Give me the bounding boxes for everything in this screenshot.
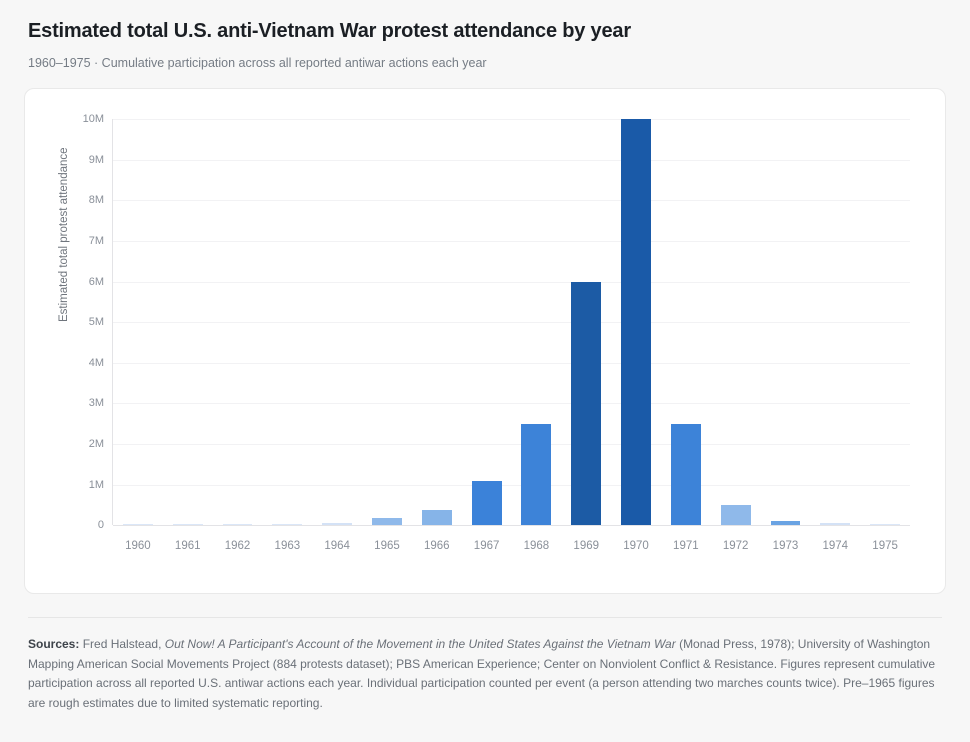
x-axis-tick-label: 1964 [324,540,350,553]
bar-1974[interactable] [820,523,851,526]
gridline [113,322,910,324]
gridline [113,362,910,364]
x-axis-tick-label: 1961 [174,540,201,553]
bar-slot[interactable]: 1971 [661,119,711,552]
gridline [113,241,910,243]
gridline [113,281,910,283]
y-axis-tick-label: 6M [88,275,104,288]
bar-slot[interactable]: 1968 [512,119,562,552]
x-axis-tick-label: 1973 [772,540,799,553]
footnote-book-title: Out Now! A Participant's Account of the … [164,637,676,652]
bar-slot[interactable]: 1962 [213,119,263,552]
footnote-part1: Fred Halstead, [79,637,165,652]
bar-slot[interactable]: 1974 [810,119,860,552]
bar-1963[interactable] [272,524,303,526]
footnote-part2: (Monad Press, 1978); University of Washi… [28,637,936,710]
x-axis-tick-label: 1970 [623,540,649,553]
plot-area: 10M 9M 8M 7M 6M 5M 4M 3M 2M 1M 0 1960 1961 1962 1963 1… [83,113,910,552]
y-axis-tick-label: 2M [88,438,104,451]
footnote-label: Sources: [28,637,80,652]
footnote: Sources: Fred Halstead, Out Now! A Parti… [28,635,942,713]
bar-1969[interactable] [571,281,602,526]
y-axis-tick-label: 0 [97,519,104,532]
page-title: Estimated total U.S. anti-Vietnam War pr… [28,20,631,42]
y-axis-tick-label: 5M [88,316,104,329]
bar-1964[interactable] [322,523,353,526]
bar-series: 1960 1961 1962 1963 1964 1965 1966 1967 1968 1969… [113,119,910,552]
bar-1971[interactable] [670,423,701,526]
bar-slot[interactable]: 1965 [362,119,412,552]
y-axis-line [112,119,113,526]
x-axis-tick-label: 1965 [374,540,400,553]
y-axis-tick-label: 3M [88,397,104,410]
x-axis-tick-label: 1966 [423,540,450,553]
x-axis-tick-label: 1974 [822,540,849,553]
x-axis-tick-label: 1971 [673,540,699,553]
x-axis-tick-label: 1967 [473,540,500,553]
bar-1966[interactable] [421,509,452,526]
gridline [113,525,910,527]
gridline [113,484,910,486]
x-axis-tick-label: 1963 [274,540,301,553]
bar-slot[interactable]: 1973 [761,119,811,552]
chart-card: Estimated total protest attendance 10M 9M… [24,88,946,595]
bar-1961[interactable] [172,524,203,526]
x-axis-tick-label: 1960 [125,540,151,553]
bar-1962[interactable] [222,524,253,526]
bar-1973[interactable] [770,521,801,526]
bar-1972[interactable] [720,504,751,526]
gridline [113,159,910,161]
bar-slot[interactable]: 1960 [113,119,163,552]
bar-slot[interactable]: 1961 [163,119,213,552]
bar-slot[interactable]: 1963 [262,119,312,552]
footnote-divider [28,617,942,619]
gridline [113,119,910,121]
y-axis-tick-label: 1M [88,478,104,491]
bar-1975[interactable] [870,524,901,526]
x-axis-tick-label: 1968 [523,540,550,553]
y-axis-tick-label: 9M [88,153,104,166]
bar-slot[interactable]: 1966 [412,119,462,552]
bar-slot[interactable]: 1972 [711,119,761,552]
bar-slot[interactable]: 1964 [312,119,362,552]
x-axis-tick-label: 1962 [224,540,251,553]
y-axis-tick-label: 8M [88,194,104,207]
gridline [113,200,910,202]
bar-slot[interactable]: 1970 [611,119,661,552]
x-axis-tick-label: 1972 [722,540,749,553]
bar-1965[interactable] [372,518,402,526]
y-axis-tick-label: 10M [82,113,104,126]
bar-1970[interactable] [621,119,651,526]
page-subtitle: 1960–1975 · Cumulative participation acr… [28,56,487,70]
bar-1960[interactable] [122,524,153,526]
bar-slot[interactable]: 1967 [462,119,512,552]
x-axis-tick-label: 1975 [872,540,898,553]
x-axis-tick-label: 1969 [573,540,600,553]
gridline [113,444,910,446]
bar-slot[interactable]: 1975 [860,119,910,552]
bar-1967[interactable] [471,480,502,526]
y-axis-tick-label: 7M [88,235,104,248]
bar-1968[interactable] [521,423,552,526]
y-axis-tick-label: 4M [88,356,104,369]
y-axis-title: Estimated total protest attendance [58,147,70,323]
gridline [113,403,910,405]
bar-slot[interactable]: 1969 [561,119,611,552]
